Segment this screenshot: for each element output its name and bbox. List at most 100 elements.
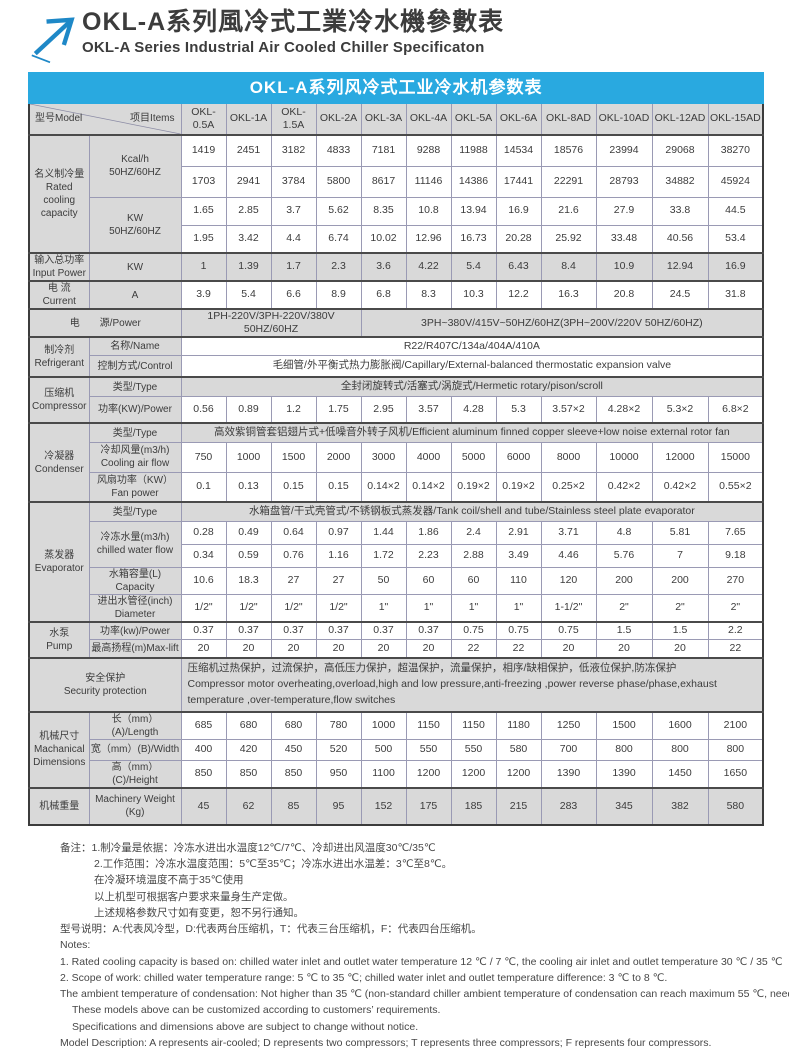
row-height: 高（mm）(C)/Height 850 850 850 950 1100 1200 1200…: [29, 759, 764, 789]
value-cell: 2100: [707, 710, 764, 740]
value-cell: 1/2": [225, 593, 272, 623]
value-cell: 1/2": [180, 593, 227, 623]
value-cell: 25.92: [540, 224, 597, 254]
value-cell: 0.37: [270, 620, 317, 641]
page-title-zh: OKL-A系列風冷式工業冷水機參數表: [82, 8, 505, 36]
value-cell: 20: [651, 639, 709, 659]
value-cell: 0.37: [180, 620, 227, 641]
value-cell: 382: [651, 786, 709, 826]
value-cell: 1.7: [270, 252, 317, 282]
table-header-row: 型号Model 项目Items OKL-0.5A OKL-1A OKL-1.5A OK…: [28, 102, 764, 136]
item-refrigerant-name: 名称/Name: [88, 336, 182, 356]
group-label-zh: 冷凝器: [44, 450, 75, 462]
value-cell: 2": [707, 593, 764, 623]
arrow-logo-icon: [31, 17, 75, 64]
value-cell: 3.7: [270, 196, 317, 226]
value-cell: 3.42: [225, 224, 272, 254]
model-header-cell: OKL-3A: [360, 102, 407, 136]
row-max-lift: 最高扬程(m)Max-lift 20 20 20 20 20 20 22 22 20 20 20 22: [29, 639, 764, 659]
item-label: Capacity: [115, 581, 155, 593]
value-cell: 1150: [450, 710, 497, 740]
item-label: 50HZ/60HZ: [109, 167, 161, 179]
item-control: 控制方式/Control: [88, 354, 182, 378]
value-cell: 16.9: [495, 196, 542, 226]
note-line: 以上机型可根据客户要求来量身生产定做。: [94, 890, 294, 903]
group-label-en: Machanical Dimensions: [33, 744, 86, 769]
value-cell: 120: [540, 566, 597, 595]
group-label-en: Input Power: [32, 268, 86, 279]
value-cell: 520: [315, 738, 362, 761]
value-cell: 400: [180, 738, 227, 761]
value-cell: 1.5: [595, 620, 653, 641]
model-header-cell: OKL-15AD: [707, 102, 764, 136]
value-cell: 850: [225, 759, 272, 789]
value-cell: 12.96: [405, 224, 452, 254]
value-cell: 0.34: [180, 543, 227, 568]
value-cell: 1600: [651, 710, 709, 740]
value-cell: 95: [315, 786, 362, 826]
row-power-supply: 电 源/Power 1PH-220V/3PH-220V/380V 50HZ/60…: [28, 307, 764, 338]
note-line: The ambient temperature of condensation:…: [60, 988, 789, 1001]
value-cell: 1100: [360, 759, 407, 789]
model-header-cell: OKL-4A: [405, 102, 452, 136]
value-cell: 1/2": [270, 593, 317, 623]
group-label-en: Evaporator: [34, 563, 84, 574]
row-air-flow: 冷却风量(m3/h) Cooling air flow 750 1000 1500 2…: [29, 441, 764, 473]
value-cell: 16.9: [707, 252, 764, 282]
value-cell: 7: [651, 543, 709, 568]
value-cell: 1: [180, 252, 227, 282]
value-cell: 450: [270, 738, 317, 761]
value-cell: 0.37: [360, 620, 407, 641]
item-label: Diameter: [114, 608, 156, 620]
value-cell: 2.2: [707, 620, 764, 641]
item-height: 高（mm）(C)/Height: [88, 759, 182, 789]
power-supply-single-phase: 1PH-220V/3PH-220V/380V 50HZ/60HZ: [180, 307, 362, 338]
evaporator-type-value: 水箱盘管/干式壳管式/不锈钢板式蒸发器/Tank coil/shell and …: [180, 501, 764, 522]
item-a-unit: A: [88, 280, 182, 310]
value-cell: 16.73: [450, 224, 497, 254]
value-cell: 680: [270, 710, 317, 740]
value-cell: 850: [270, 759, 317, 789]
value-cell: 5.81: [651, 520, 709, 545]
group-label-zh: 水泵: [49, 627, 70, 639]
value-cell: 3.57: [405, 395, 452, 424]
value-cell: 60: [405, 566, 452, 595]
model-header-cell: OKL-6A: [495, 102, 542, 136]
note-line: Notes:: [60, 939, 91, 952]
page-title-en: OKL-A Series Industrial Air Cooled Chill…: [82, 38, 485, 56]
value-cell: 0.89: [225, 395, 272, 424]
note-line: 型号说明：A:代表风冷型，D:代表两台压缩机，T：代表三台压缩机，F：代表四台压…: [60, 923, 482, 936]
value-cell: 20: [225, 639, 272, 659]
value-cell: 3784: [270, 165, 317, 198]
value-cell: 1200: [405, 759, 452, 789]
value-cell: 2.4: [450, 520, 497, 545]
value-cell: 6.8: [360, 280, 407, 310]
value-cell: 5.3: [495, 395, 542, 424]
value-cell: 850: [180, 759, 227, 789]
value-cell: 0.13: [225, 471, 272, 503]
value-cell: 215: [495, 786, 542, 826]
value-cell: 680: [225, 710, 272, 740]
value-cell: 0.19×2: [450, 471, 497, 503]
value-cell: 0.64: [270, 520, 317, 545]
item-air-flow: 冷却风量(m3/h) Cooling air flow: [88, 441, 182, 473]
value-cell: 950: [315, 759, 362, 789]
value-cell: 22: [450, 639, 497, 659]
row-chilled-flow-60: 0.34 0.59 0.76 1.16 1.72 2.23 2.88 3.49 4.46 5.76…: [29, 543, 764, 568]
item-kcal: Kcal/h 50HZ/60HZ: [88, 134, 182, 198]
value-cell: 345: [595, 786, 653, 826]
value-cell: 12.2: [495, 280, 542, 310]
corner-model-label: 型号Model: [35, 112, 83, 124]
value-cell: 8617: [360, 165, 407, 198]
group-power-supply: 电 源/Power: [28, 307, 182, 338]
group-current: 电 流 Current: [28, 280, 90, 310]
value-cell: 3.71: [540, 520, 597, 545]
value-cell: 5.76: [595, 543, 653, 568]
condenser-type-value: 高效紫铜管套铝翅片式+低噪音外转子风机/Efficient aluminum f…: [180, 422, 764, 443]
value-cell: 550: [450, 738, 497, 761]
value-cell: 8.4: [540, 252, 597, 282]
security-value: 压缩机过热保护，过流保护，高低压力保护，超温保护，流量保护，相序/缺相保护，低液…: [180, 656, 764, 713]
value-cell: 0.37: [405, 620, 452, 641]
value-cell: 1419: [180, 134, 227, 167]
row-compressor-power: 功率(KW)/Power 0.56 0.89 1.2 1.75 2.95 3.57 4.28…: [29, 395, 764, 424]
